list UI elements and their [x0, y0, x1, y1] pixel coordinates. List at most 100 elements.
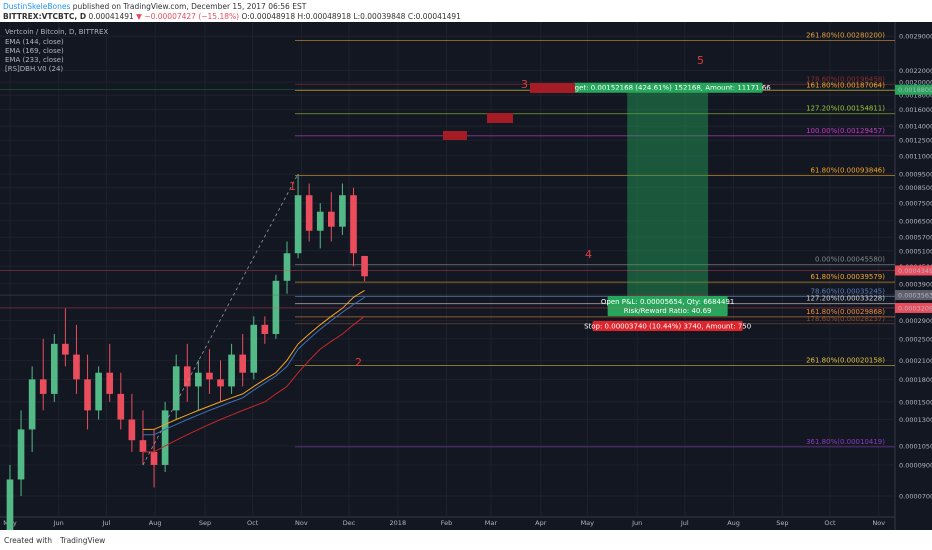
- y-tick-label: 0.00018000: [899, 376, 932, 384]
- candle-body: [294, 195, 302, 254]
- x-tick-label: Jun: [631, 519, 642, 527]
- o-label: O:: [241, 12, 249, 21]
- stop-label: Stop: 0.00003740 (10.44%) 3740, Amount: …: [584, 322, 751, 330]
- fib-label: 361.80%(0.00010419): [806, 438, 885, 446]
- legend-entry: EMA (169, close): [5, 47, 64, 55]
- candle-body: [217, 379, 224, 387]
- candle-body: [361, 255, 368, 277]
- legend-entry: EMA (144, close): [5, 38, 64, 46]
- symbol: BITTREX:VTCBTC, D: [3, 12, 86, 21]
- y-tick-label: 0.00160000: [899, 106, 932, 114]
- candle-body: [6, 479, 14, 538]
- x-tick-label: Apr: [535, 519, 547, 527]
- pnl-box: [607, 296, 728, 317]
- c-value: 0.00041491: [416, 12, 462, 21]
- l-value: 0.00039848: [360, 12, 406, 21]
- y-tick-label: 0.00021000: [899, 357, 932, 365]
- zone-box: [530, 83, 575, 93]
- candle-body: [62, 343, 69, 355]
- annotation: 1: [289, 180, 296, 193]
- y-tick-label: 0.00013000: [899, 416, 932, 424]
- y-tick-label: 0.00075000: [899, 200, 932, 208]
- y-tick-label: 0.00057000: [899, 234, 932, 242]
- y-tick-label: 0.00065000: [899, 217, 932, 225]
- price-tag: 0.00032097: [898, 304, 932, 312]
- y-tick-label: 0.00051000: [899, 247, 932, 255]
- candle-body: [106, 372, 114, 394]
- x-tick-label: Mar: [485, 519, 498, 527]
- candle-body: [128, 419, 136, 441]
- candle-body: [50, 343, 58, 394]
- y-tick-label: 0.00007000: [899, 492, 932, 500]
- x-tick-label: Sep: [199, 519, 211, 527]
- change: ▼ −0.00007427 (−15.18%): [136, 12, 239, 21]
- target-label-box: [572, 82, 763, 93]
- target-label: Target: 0.00152168 (424.61%) 152168, Amo…: [563, 84, 771, 92]
- candle-body: [17, 429, 25, 480]
- ema-line: [142, 289, 365, 430]
- fib-label: 161.80%(0.00187064): [806, 81, 885, 89]
- y-tick-label: 0.00200000: [899, 79, 932, 87]
- o-value: 0.00048918: [250, 12, 296, 21]
- author[interactable]: DustinSkeleBones: [3, 2, 70, 11]
- stop-label-box: [592, 320, 743, 331]
- x-tick-label: Jul: [101, 519, 110, 527]
- candle-body: [206, 372, 213, 380]
- y-tick-label: 0.00125000: [899, 137, 932, 145]
- x-tick-label: Jul: [680, 519, 689, 527]
- fib-label: 127.20%(0.00154811): [806, 105, 885, 113]
- candle-body: [228, 354, 235, 387]
- x-tick-label: Feb: [441, 519, 453, 527]
- profit-zone: [627, 89, 709, 296]
- legend-entry: EMA (233, close): [5, 56, 64, 64]
- x-tick-label: Aug: [727, 519, 740, 527]
- x-tick-label: Oct: [247, 519, 259, 527]
- chart-title: Vertcoin / Bitcoin, D, BITTREX: [5, 28, 108, 36]
- fib-label: 178.60%(0.00196458): [806, 75, 885, 83]
- price-tag-box: [895, 84, 932, 95]
- candle-body: [172, 366, 180, 411]
- footer-brand[interactable]: TradingView: [59, 536, 105, 545]
- candle-body: [283, 253, 291, 281]
- candle-body: [73, 354, 80, 380]
- x-tick-label: 2018: [390, 519, 407, 527]
- x-tick-label: Oct: [824, 519, 836, 527]
- annotation: 5: [697, 54, 704, 67]
- l-label: L:: [353, 12, 360, 21]
- y-tick-label: 0.00025000: [899, 335, 932, 343]
- fib-label: 0.00%(0.00045580): [815, 256, 885, 264]
- candle-body: [272, 280, 280, 334]
- fib-label: 261.80%(0.00020158): [806, 356, 885, 364]
- candle-body: [305, 195, 313, 231]
- y-tick-label: 0.00039000: [899, 280, 932, 288]
- fib-label: 100.00%(0.00129457): [806, 127, 885, 135]
- ratio-label: Risk/Reward Ratio: 40.69: [624, 307, 712, 315]
- candle-body: [28, 379, 36, 430]
- candle-body: [161, 410, 169, 465]
- last-price: 0.00041491: [88, 12, 134, 21]
- y-tick-label: 0.00015000: [899, 398, 932, 406]
- candle-body: [183, 366, 191, 387]
- ema-line: [142, 315, 365, 453]
- ema-line: [142, 296, 365, 436]
- published: published on TradingView.com, December 1…: [73, 2, 307, 11]
- candle-body: [316, 211, 324, 231]
- y-tick-label: 0.00085000: [899, 184, 932, 192]
- fib-label: 61.80%(0.00093846): [811, 167, 886, 175]
- fib-label: 161.80%(0.00029868): [806, 308, 885, 316]
- price-tag: 0.00188005: [898, 86, 932, 94]
- y-tick-label: 0.00029000: [899, 317, 932, 325]
- candle-body: [250, 324, 258, 373]
- y-tick-label: 0.00290000: [899, 33, 932, 41]
- x-tick-label: Nov: [295, 519, 308, 527]
- header-line-1: DustinSkeleBones published on TradingVie…: [3, 2, 307, 11]
- header-line-2: BITTREX:VTCBTC, D 0.00041491 ▼ −0.000074…: [3, 12, 461, 21]
- x-tick-label: Aug: [149, 519, 162, 527]
- fib-label: 261.80%(0.00280200): [806, 31, 885, 39]
- fib-label: 178.60%(0.00028237): [806, 315, 885, 323]
- pnl-label: Open P&L: 0.00005654, Qty: 6684491: [601, 298, 735, 306]
- x-tick-label: Jun: [53, 519, 64, 527]
- c-label: C:: [408, 12, 416, 21]
- x-tick-label: Sep: [776, 519, 788, 527]
